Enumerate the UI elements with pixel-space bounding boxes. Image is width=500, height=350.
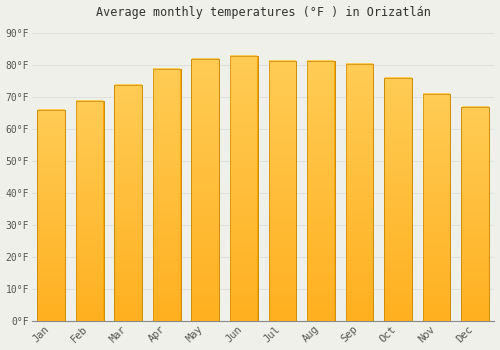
Bar	[307, 61, 335, 321]
Bar	[384, 78, 412, 321]
Bar	[192, 59, 219, 321]
Bar	[153, 69, 180, 321]
Bar	[230, 56, 258, 321]
Bar	[268, 61, 296, 321]
Title: Average monthly temperatures (°F ) in Orizatlán: Average monthly temperatures (°F ) in Or…	[96, 6, 430, 19]
Bar	[462, 107, 489, 321]
Bar	[346, 64, 374, 321]
Bar	[422, 94, 450, 321]
Bar	[76, 101, 104, 321]
Bar	[307, 61, 335, 321]
Bar	[230, 56, 258, 321]
Bar	[37, 110, 65, 321]
Bar	[346, 64, 374, 321]
Bar	[37, 110, 65, 321]
Bar	[76, 101, 104, 321]
Bar	[192, 59, 219, 321]
Bar	[153, 69, 180, 321]
Bar	[114, 85, 142, 321]
Bar	[422, 94, 450, 321]
Bar	[114, 85, 142, 321]
Bar	[462, 107, 489, 321]
Bar	[384, 78, 412, 321]
Bar	[268, 61, 296, 321]
